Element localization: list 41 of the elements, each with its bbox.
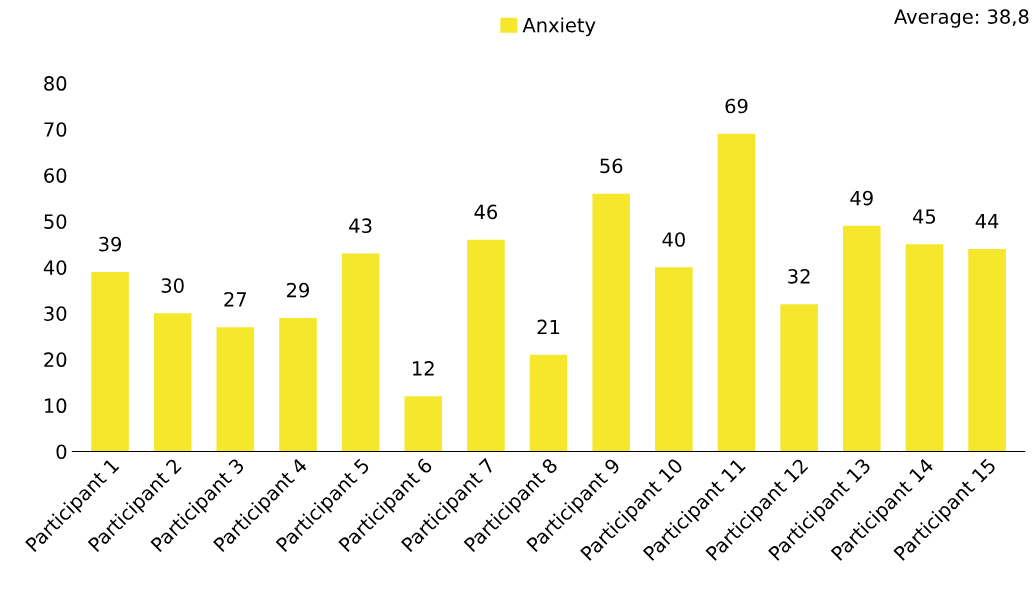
data-label: 43 [349,218,372,234]
bar [842,225,881,452]
y-tick-label: 50 [44,214,67,229]
bar [91,271,129,452]
y-tick-label: 30 [44,306,67,321]
y-tick-label: 20 [44,352,67,368]
data-label: 40 [662,232,685,247]
bar [717,133,756,452]
data-label: 29 [287,282,309,298]
bar [968,248,1006,452]
data-label: 12 [413,361,434,376]
y-tick-label: 70 [44,122,67,137]
bar [216,327,255,452]
y-tick-label: 0 [56,444,67,460]
y-tick-label: 60 [44,168,67,183]
bar [780,304,818,452]
data-label: 45 [913,209,936,224]
legend-label: Anxiety [522,17,596,37]
data-label: 56 [600,158,623,174]
bar [279,317,317,452]
y-tick-label: 40 [43,260,67,275]
text: Average: 38,8 [894,9,1029,28]
data-label: 30 [161,278,184,293]
bar [404,396,443,452]
bar [592,193,630,452]
bar [153,313,192,452]
data-label: 44 [975,214,999,229]
data-label: 49 [850,190,873,206]
data-label: 46 [474,204,498,220]
data-label: 39 [99,236,122,252]
data-label: 21 [537,319,560,335]
data-label: 32 [788,268,810,284]
data-label: 27 [224,292,247,307]
bar [341,253,380,452]
y-tick-label: 80 [44,76,67,91]
bar [529,354,568,452]
y-tick-label: 10 [44,398,67,414]
bar [655,267,693,452]
bar [905,244,944,452]
bar [467,239,505,452]
data-label: 69 [725,98,748,114]
